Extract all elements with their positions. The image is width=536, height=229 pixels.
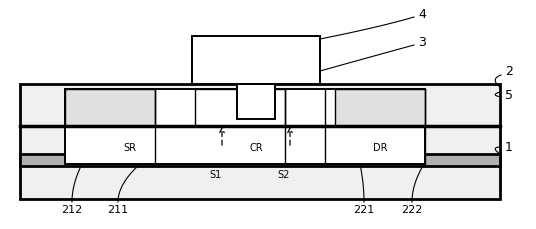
Text: 222: 222 [401, 204, 423, 214]
Text: 221: 221 [353, 204, 375, 214]
Bar [20, 85, 500, 199]
Bar [65, 90, 155, 126]
Bar [335, 90, 425, 126]
Bar [237, 85, 275, 120]
Text: S1: S1 [210, 169, 222, 179]
Text: 211: 211 [107, 204, 129, 214]
Bar [20, 154, 500, 166]
Bar [65, 90, 425, 164]
Text: 4: 4 [418, 8, 426, 20]
Text: 212: 212 [62, 204, 83, 214]
Bar [195, 90, 285, 126]
Text: 3: 3 [418, 35, 426, 48]
Bar [192, 37, 320, 85]
Text: 2: 2 [505, 65, 513, 78]
Text: 5: 5 [505, 89, 513, 102]
Text: 1: 1 [505, 141, 513, 154]
Text: S2: S2 [278, 169, 290, 179]
Text: DR: DR [373, 142, 387, 152]
Text: SR: SR [123, 142, 137, 152]
Text: CR: CR [249, 142, 263, 152]
